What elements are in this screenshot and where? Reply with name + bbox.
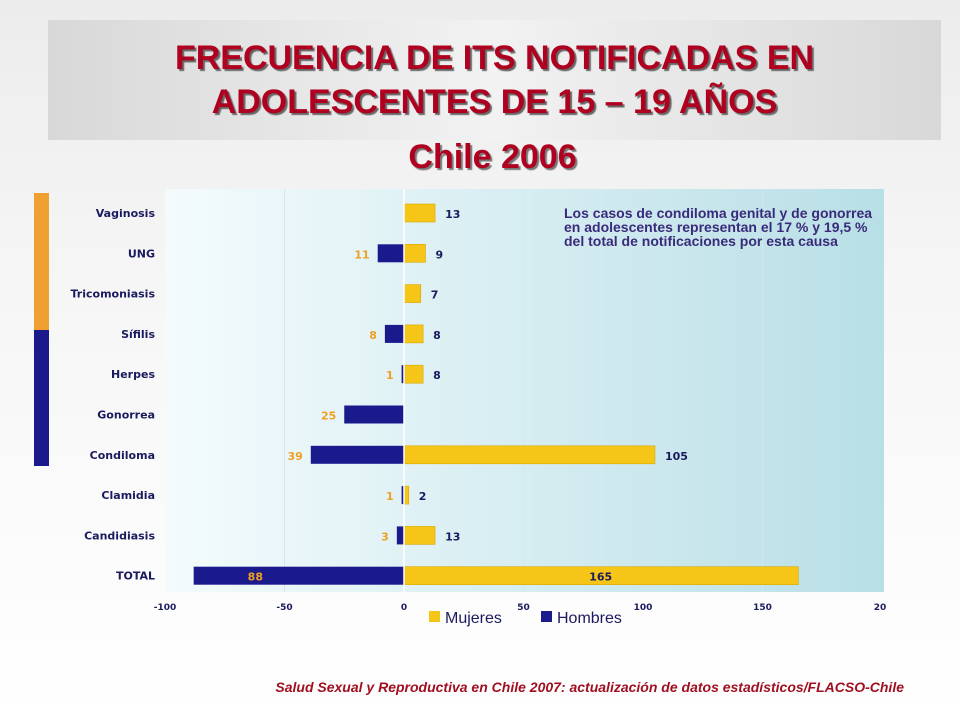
title-line-1: FRECUENCIA DE ITS NOTIFICADAS EN (174, 39, 815, 77)
title-band (48, 20, 941, 140)
value-label-hombres: 25 (321, 410, 336, 423)
bar-mujeres (403, 244, 426, 263)
category-label: Condiloma (90, 449, 155, 462)
category-label: Candidiasis (84, 529, 155, 542)
title-line-2: ADOLESCENTES DE 15 – 19 AÑOS (211, 83, 778, 121)
value-label-hombres: 8 (369, 329, 377, 342)
bar-mujeres (403, 203, 436, 223)
legend-label-mujeres: Mujeres (445, 610, 502, 627)
x-tick-label: -100 (154, 603, 177, 613)
value-label-mujeres: 7 (431, 289, 439, 302)
x-tick-label: 50 (517, 603, 530, 613)
x-tick-label: 20 (874, 603, 887, 613)
value-label-hombres: 39 (287, 450, 302, 463)
category-label: Vaginosis (96, 207, 156, 220)
value-label-mujeres: 105 (665, 450, 688, 463)
value-label-hombres: 11 (354, 248, 369, 261)
legend-swatch-mujeres (429, 611, 440, 622)
source-citation: Salud Sexual y Reproductiva en Chile 200… (275, 679, 904, 695)
value-label-mujeres: 13 (445, 208, 460, 221)
category-label: Herpes (111, 368, 155, 381)
value-label-mujeres: 8 (433, 369, 441, 382)
side-accent-orange (34, 193, 49, 330)
category-label: Clamidia (101, 489, 155, 502)
page-title: FRECUENCIA DE ITS NOTIFICADAS EN ADOLESC… (48, 36, 941, 124)
x-tick-label: 0 (401, 603, 407, 613)
category-label: TOTAL (116, 570, 155, 583)
bar-hombres (401, 365, 404, 384)
bar-mujeres (403, 284, 422, 303)
bar-hombres (344, 405, 404, 424)
bar-hombres (310, 445, 404, 464)
category-label: Gonorrea (97, 409, 155, 422)
side-accent-navy (34, 330, 49, 466)
category-label: Tricomoniasis (71, 288, 156, 301)
plot-area (165, 189, 884, 592)
category-label: Sífilis (121, 328, 155, 341)
legend-swatch-hombres (541, 611, 552, 622)
bar-hombres (193, 566, 404, 585)
category-label: UNG (128, 247, 155, 260)
bar-mujeres (403, 526, 436, 545)
bar-hombres (384, 324, 404, 343)
value-label-hombres: 1 (386, 369, 394, 382)
bar-hombres (396, 526, 404, 545)
value-label-hombres: 88 (248, 571, 263, 584)
value-label-hombres: 1 (386, 490, 394, 503)
value-label-mujeres: 2 (419, 490, 427, 503)
bar-hombres (401, 486, 404, 505)
legend-label-hombres: Hombres (557, 610, 622, 627)
value-label-hombres: 3 (381, 530, 389, 543)
value-label-mujeres: 8 (433, 329, 441, 342)
bar-mujeres (403, 445, 656, 465)
chart-subtitle: Chile 2006 (408, 138, 577, 176)
annotation-text: Los casos de condiloma genital y de gono… (564, 205, 873, 249)
value-label-mujeres: 9 (436, 248, 444, 261)
bar-mujeres (403, 324, 424, 344)
x-tick-label: 100 (634, 603, 653, 613)
bar-mujeres (403, 364, 424, 384)
value-label-mujeres: 165 (589, 571, 612, 584)
bar-hombres (377, 244, 404, 263)
x-tick-label: -50 (276, 603, 292, 613)
x-tick-label: 150 (753, 603, 772, 613)
value-label-mujeres: 13 (445, 530, 460, 543)
